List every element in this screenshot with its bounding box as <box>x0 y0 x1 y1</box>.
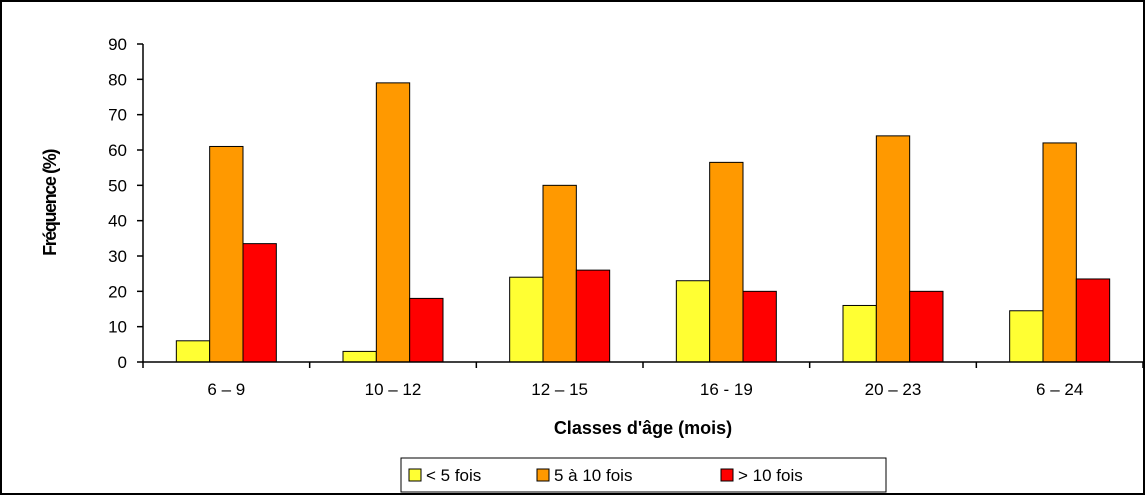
y-tick-label: 0 <box>118 353 127 372</box>
bar-series-2-6 <box>1042 142 1077 363</box>
x-axis: 6 – 9 10 – 12 12 – 15 16 - 19 20 – 23 6 – 24 <box>142 361 1143 399</box>
y-tick-label: 20 <box>108 282 127 301</box>
x-tick-label: 16 - 19 <box>700 380 753 399</box>
bars <box>175 82 1111 363</box>
bar-series-3-2 <box>409 297 444 363</box>
bar-series-2-3 <box>542 184 577 363</box>
x-tick-label: 12 – 15 <box>531 380 588 399</box>
x-tick-label: 6 – 24 <box>1036 380 1083 399</box>
bar-series-1-1 <box>175 340 211 363</box>
legend-label: > 10 fois <box>738 466 803 485</box>
y-tick-label: 40 <box>108 212 127 231</box>
y-tick-label: 80 <box>108 70 127 89</box>
x-tick-label: 6 – 9 <box>207 380 245 399</box>
bar-series-1-3 <box>509 276 544 363</box>
bar-series-2-2 <box>375 82 411 363</box>
bar-series-3-1 <box>242 243 277 363</box>
legend-swatch <box>536 468 550 482</box>
y-axis-title: Fréquence (%) <box>40 149 60 256</box>
y-tick-label: 90 <box>108 35 127 54</box>
legend-label: 5 à 10 fois <box>554 466 632 485</box>
y-tick-label: 70 <box>108 106 127 125</box>
x-tick-label: 20 – 23 <box>865 380 922 399</box>
legend-swatch <box>408 468 422 482</box>
y-tick-label: 60 <box>108 141 127 160</box>
bar-series-3-4 <box>742 290 777 363</box>
legend-label: < 5 fois <box>426 466 481 485</box>
y-tick-label: 10 <box>108 318 127 337</box>
bar-series-1-5 <box>842 304 877 363</box>
bar-series-2-1 <box>209 145 244 363</box>
x-tick-label: 10 – 12 <box>365 380 422 399</box>
legend: < 5 fois 5 à 10 fois > 10 fois <box>400 457 887 493</box>
legend-box <box>400 457 887 493</box>
y-axis: 0 10 20 30 40 50 60 70 80 90 <box>108 35 144 372</box>
legend-swatch <box>720 468 734 482</box>
bar-series-3-3 <box>575 269 611 363</box>
bar-series-3-6 <box>1075 278 1111 363</box>
y-tick-label: 30 <box>108 247 127 266</box>
y-tick-label: 50 <box>108 176 127 195</box>
bar-series-1-4 <box>675 280 711 363</box>
bar-series-1-2 <box>342 350 377 363</box>
bar-series-1-6 <box>1009 310 1044 363</box>
bar-series-3-5 <box>909 290 944 363</box>
x-axis-title: Classes d'âge (mois) <box>554 418 732 438</box>
bar-series-2-4 <box>709 161 744 363</box>
bar-series-2-5 <box>875 135 911 363</box>
